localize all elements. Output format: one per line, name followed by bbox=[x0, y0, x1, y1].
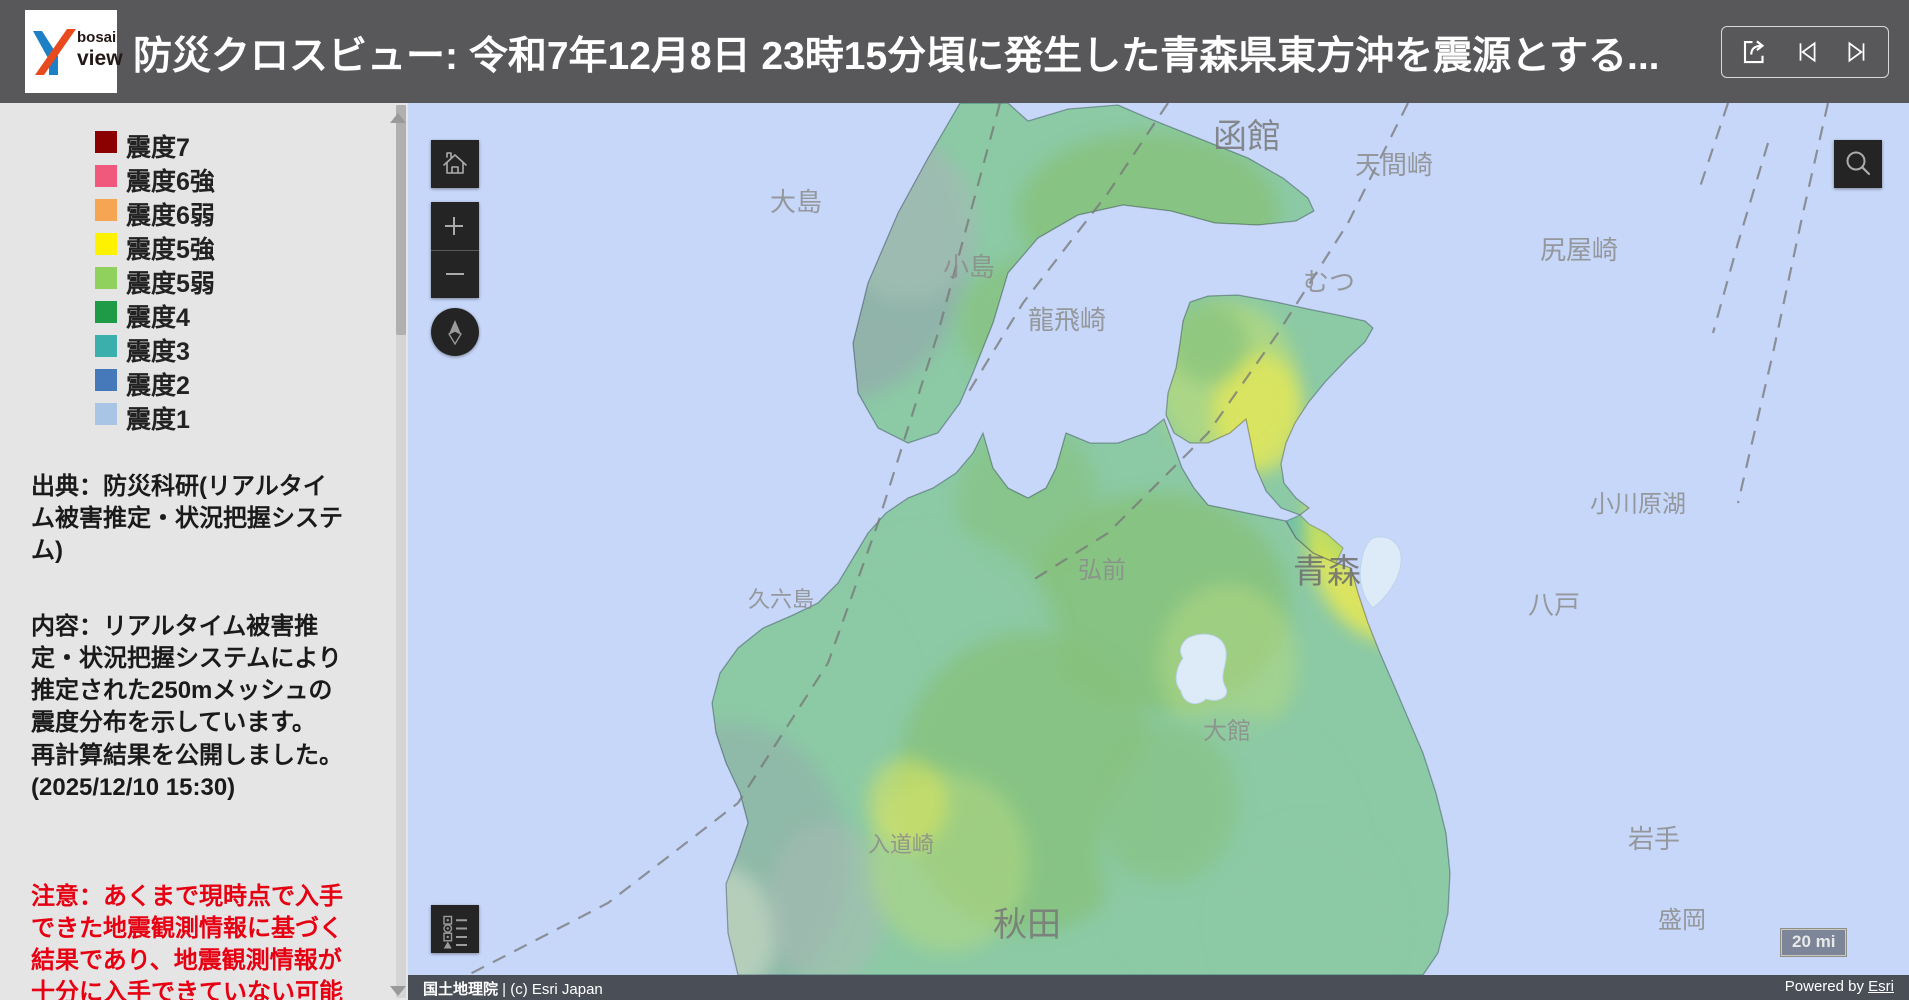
svg-text:久六島: 久六島 bbox=[748, 587, 814, 612]
svg-text:盛岡: 盛岡 bbox=[1658, 907, 1706, 934]
svg-text:大島: 大島 bbox=[770, 187, 822, 217]
svg-text:天間崎: 天間崎 bbox=[1355, 150, 1433, 180]
svg-text:入道崎: 入道崎 bbox=[868, 832, 934, 857]
svg-text:大館: 大館 bbox=[1203, 718, 1251, 745]
svg-text:小島: 小島 bbox=[943, 252, 995, 282]
svg-text:八戸: 八戸 bbox=[1528, 590, 1580, 620]
svg-text:尻屋崎: 尻屋崎 bbox=[1540, 235, 1618, 265]
svg-text:龍飛崎: 龍飛崎 bbox=[1028, 305, 1106, 335]
svg-text:弘前: 弘前 bbox=[1078, 557, 1126, 584]
svg-text:秋田: 秋田 bbox=[993, 906, 1061, 944]
svg-text:函館: 函館 bbox=[1213, 118, 1281, 156]
svg-text:岩手: 岩手 bbox=[1628, 824, 1680, 854]
svg-text:青森: 青森 bbox=[1293, 553, 1361, 591]
svg-text:小川原湖: 小川原湖 bbox=[1590, 491, 1686, 518]
svg-text:むつ: むつ bbox=[1303, 267, 1355, 297]
